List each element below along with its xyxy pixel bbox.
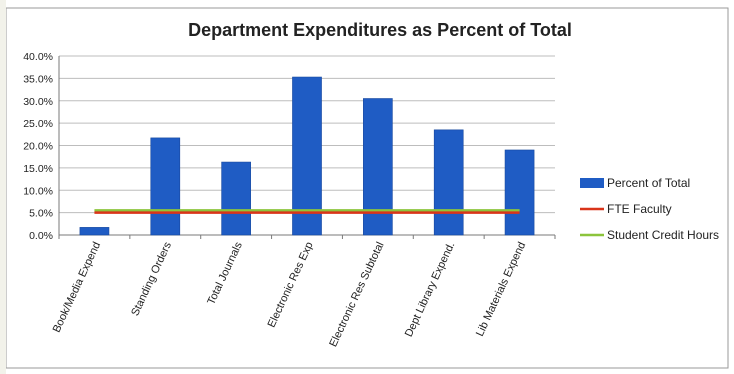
chart-title: Department Expenditures as Percent of To… [188,20,572,40]
legend-label: Percent of Total [607,176,690,190]
bar [150,137,181,236]
bar [433,129,464,236]
legend: Percent of Total FTE Faculty Student Credi… [580,176,719,242]
y-tick-label: 20.0% [23,141,53,153]
y-tick-label: 10.0% [23,185,53,197]
y-tick-label: 0.0% [29,230,53,242]
y-tick-label: 5.0% [29,208,53,220]
bar [363,98,393,236]
y-tick-label: 25.0% [23,118,53,130]
y-tick-label: 30.0% [23,96,53,108]
bar [79,227,110,236]
series-lines [94,209,520,214]
y-tick-label: 35.0% [23,73,53,85]
bar [504,149,535,236]
y-tick-labels: 0.0% 5.0% 10.0% 15.0% 20.0% 25.0% 30.0% 35.0% 40… [23,51,53,242]
bar [292,76,322,236]
y-tick-label: 15.0% [23,163,53,175]
bar [221,161,251,236]
legend-label: FTE Faculty [607,202,672,216]
legend-swatch [580,178,604,188]
legend-label: Student Credit Hours [607,228,719,242]
bars [79,76,535,236]
sheet-edge [0,0,6,374]
y-tick-label: 40.0% [23,51,53,63]
